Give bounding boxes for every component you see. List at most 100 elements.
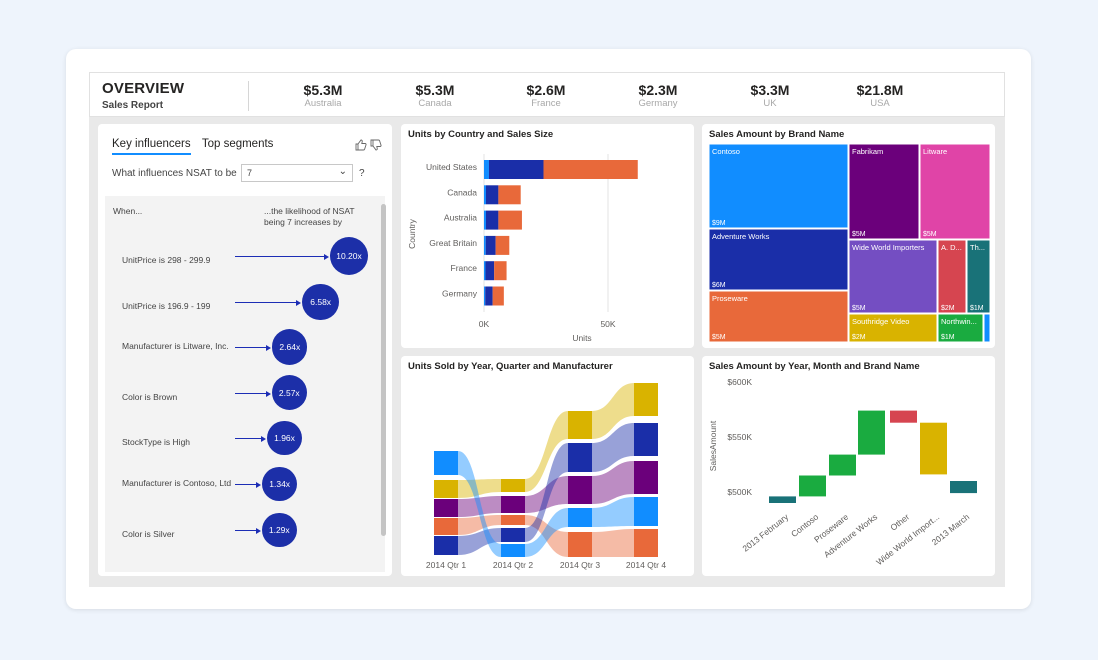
waterfall-bar[interactable] <box>890 410 917 423</box>
ribbon-band[interactable] <box>592 529 634 557</box>
influencer-row[interactable]: Color is Silver 1.29x <box>105 510 375 550</box>
bar[interactable] <box>484 235 486 255</box>
waterfall-bar[interactable] <box>920 422 947 475</box>
thumbs-down-icon[interactable] <box>370 139 382 154</box>
bar[interactable] <box>484 286 486 306</box>
ribbon-band[interactable] <box>525 508 568 557</box>
tab-top-segments[interactable]: Top segments <box>201 138 274 150</box>
bar[interactable] <box>498 210 522 230</box>
bar[interactable] <box>484 160 489 179</box>
nsat-value-dropdown[interactable]: 7 ⌄ <box>241 164 353 182</box>
ribbon-band[interactable] <box>525 443 568 542</box>
bar[interactable] <box>485 185 499 205</box>
ribbon-segment[interactable] <box>568 508 592 527</box>
waterfall-bar[interactable] <box>950 481 977 494</box>
bar[interactable] <box>485 261 495 281</box>
treemap-tile[interactable]: Litware $5M <box>919 143 991 240</box>
bar[interactable] <box>485 210 499 230</box>
ribbon-segment[interactable] <box>634 383 658 416</box>
influencer-bubble[interactable]: 1.34x <box>262 466 297 502</box>
ribbon-segment[interactable] <box>568 532 592 557</box>
treemap-tile[interactable]: Wide World Importers $5M <box>848 239 938 314</box>
treemap-tile[interactable]: A. D... $2M <box>937 239 967 314</box>
waterfall-bar[interactable] <box>799 475 826 497</box>
influencer-bubble[interactable]: 6.58x <box>302 283 339 321</box>
ribbon-segment[interactable] <box>634 461 658 494</box>
bar[interactable] <box>485 235 496 255</box>
ribbon-segment[interactable] <box>568 476 592 504</box>
treemap-value: $5M <box>852 231 866 238</box>
chart-title: Units Sold by Year, Quarter and Manufact… <box>408 361 613 372</box>
waterfall-bar[interactable] <box>769 496 796 503</box>
bar[interactable] <box>495 235 510 255</box>
thumbs-up-icon[interactable] <box>355 139 370 154</box>
sales-by-brand-panel: Sales Amount by Brand Name Contoso $9M Adv… <box>702 124 995 348</box>
influencer-row[interactable]: Manufacturer is Contoso, Ltd 1.34x <box>105 464 375 504</box>
influencer-row[interactable]: StockType is High 1.96x <box>105 418 375 458</box>
ribbon-band[interactable] <box>458 515 501 535</box>
ribbon-segment[interactable] <box>434 451 458 475</box>
treemap-tile[interactable]: Th... $1M <box>966 239 991 314</box>
bar[interactable] <box>485 286 493 306</box>
influencer-row[interactable]: Color is Brown 2.57x <box>105 373 375 413</box>
treemap-tile[interactable]: Southridge Video $2M <box>848 313 938 343</box>
bar[interactable] <box>484 185 486 205</box>
influencer-row[interactable]: Manufacturer is Litware, Inc. 2.64x <box>105 327 375 367</box>
treemap-value: $5M <box>852 305 866 312</box>
ribbon-segment[interactable] <box>501 528 525 542</box>
bar[interactable] <box>488 160 544 179</box>
tick-label: Great Britain <box>429 238 477 248</box>
bar[interactable] <box>484 210 486 230</box>
influencer-bubble[interactable]: 1.96x <box>267 420 302 456</box>
ribbon-segment[interactable] <box>501 515 525 525</box>
influencer-bubble[interactable]: 2.64x <box>272 329 308 365</box>
influencer-bubble[interactable]: 1.29x <box>262 512 297 548</box>
ribbon-segment[interactable] <box>501 496 525 513</box>
ribbon-segment[interactable] <box>434 518 458 535</box>
treemap-tile[interactable] <box>983 313 991 343</box>
ribbon-segment[interactable] <box>568 411 592 439</box>
influencers-scrollbar[interactable] <box>381 204 386 536</box>
treemap-tile[interactable]: Northwin... $1M <box>937 313 984 343</box>
waterfall-bar[interactable] <box>829 454 856 476</box>
treemap-tile[interactable]: Fabrikam $5M <box>848 143 920 240</box>
influencer-bubble[interactable]: 2.57x <box>271 375 307 411</box>
ribbon-segment[interactable] <box>634 497 658 526</box>
treemap-tile[interactable]: Proseware $5M <box>708 290 849 343</box>
treemap-tile[interactable]: Contoso $9M <box>708 143 849 229</box>
waterfall-bar[interactable] <box>858 410 885 455</box>
ribbon-band[interactable] <box>458 479 501 498</box>
ribbon-segment[interactable] <box>568 443 592 472</box>
influencer-row[interactable]: UnitPrice is 298 - 299.9 10.20x <box>105 236 375 276</box>
ribbon-segment[interactable] <box>501 479 525 492</box>
kpi-card: $3.3M UK <box>725 82 815 109</box>
ribbon-band[interactable] <box>458 451 501 557</box>
ribbon-band[interactable] <box>525 476 568 513</box>
tab-key-influencers[interactable]: Key influencers <box>112 138 191 155</box>
bar[interactable] <box>543 160 638 179</box>
ribbon-band[interactable] <box>592 497 634 527</box>
ribbon-band[interactable] <box>525 515 568 557</box>
ribbon-segment[interactable] <box>434 499 458 517</box>
bar[interactable] <box>484 261 486 281</box>
bar[interactable] <box>494 261 507 281</box>
bar[interactable] <box>498 185 521 205</box>
ribbon-band[interactable] <box>592 461 634 504</box>
help-icon[interactable]: ? <box>359 168 365 179</box>
ribbon-band[interactable] <box>592 383 634 439</box>
ribbon-band[interactable] <box>458 496 501 517</box>
ribbon-band[interactable] <box>525 411 568 492</box>
ribbon-segment[interactable] <box>501 544 525 557</box>
kpi-label: France <box>531 98 561 109</box>
treemap-label: Th... <box>970 243 985 252</box>
ribbon-segment[interactable] <box>634 423 658 456</box>
bar[interactable] <box>492 286 504 306</box>
ribbon-segment[interactable] <box>634 529 658 557</box>
ribbon-segment[interactable] <box>434 480 458 498</box>
ribbon-band[interactable] <box>458 528 501 555</box>
ribbon-segment[interactable] <box>434 536 458 555</box>
treemap-tile[interactable]: Adventure Works $6M <box>708 228 849 291</box>
influencer-row[interactable]: UnitPrice is 196.9 - 199 6.58x <box>105 282 375 322</box>
influencer-bubble[interactable]: 10.20x <box>330 237 368 275</box>
ribbon-band[interactable] <box>592 423 634 472</box>
